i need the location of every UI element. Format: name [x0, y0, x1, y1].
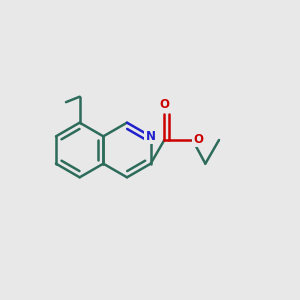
Text: O: O: [193, 134, 203, 146]
Text: O: O: [159, 98, 169, 111]
Text: N: N: [146, 130, 156, 143]
